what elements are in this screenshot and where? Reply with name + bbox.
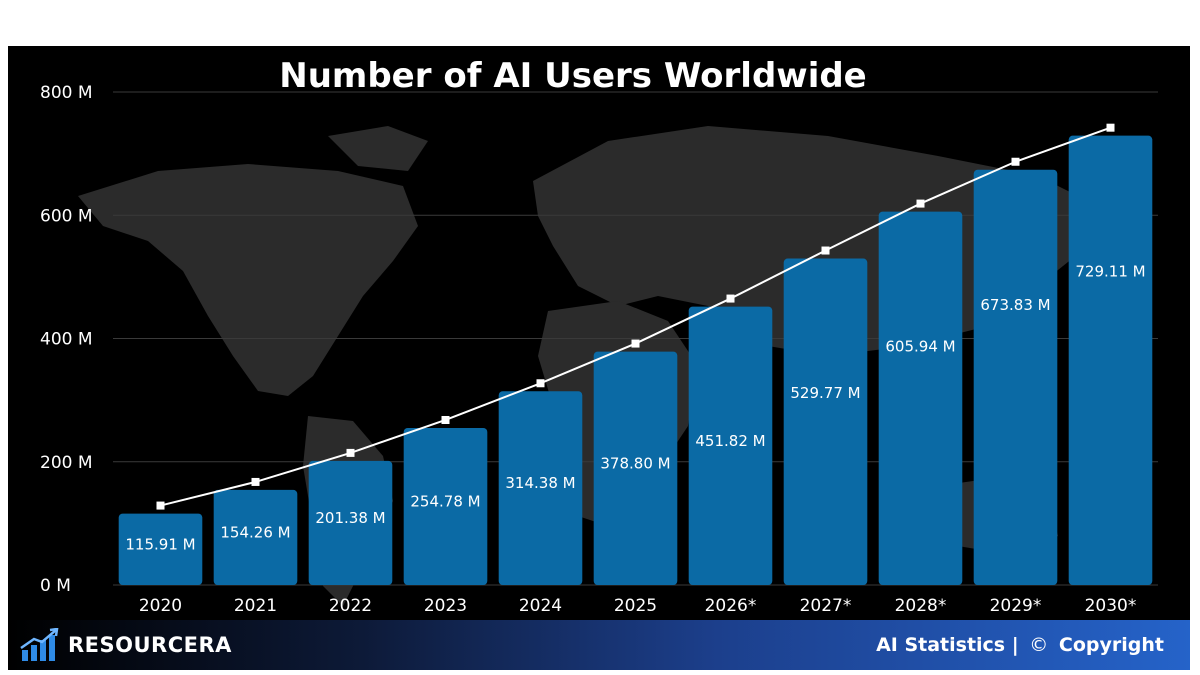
bar bbox=[213, 489, 298, 585]
trend-marker bbox=[441, 415, 450, 424]
trend-marker bbox=[916, 199, 925, 208]
x-tick-label: 2023 bbox=[424, 596, 467, 616]
bar bbox=[1068, 135, 1153, 585]
trend-marker bbox=[251, 477, 260, 486]
bar-value-label: 154.26 M bbox=[220, 523, 290, 541]
y-tick-label: 0 M bbox=[40, 576, 71, 596]
trend-marker bbox=[536, 379, 545, 388]
x-tick-label: 2020 bbox=[139, 596, 182, 616]
y-tick-label: 800 M bbox=[40, 83, 93, 103]
x-tick-label: 2029* bbox=[990, 596, 1042, 616]
bar bbox=[783, 258, 868, 585]
bar-value-label: 605.94 M bbox=[885, 338, 955, 356]
bar-value-label: 451.82 M bbox=[695, 432, 765, 450]
footer-stat-label: AI Statistics | bbox=[876, 634, 1019, 656]
bar-value-label: 729.11 M bbox=[1075, 263, 1145, 281]
x-tick-label: 2027* bbox=[800, 596, 852, 616]
chart-card: 0 M 200 M 400 M 600 M 800 M 115.91 M 154.26 M… bbox=[8, 46, 1190, 670]
footer-copyright-label: Copyright bbox=[1058, 634, 1164, 656]
bar-value-label: 529.77 M bbox=[790, 384, 860, 402]
copyright-icon: © bbox=[1029, 634, 1049, 656]
bar-chart-growth-icon bbox=[20, 628, 59, 661]
x-tick-label: 2026* bbox=[705, 596, 757, 616]
x-tick-label: 2030* bbox=[1085, 596, 1137, 616]
bar bbox=[973, 169, 1058, 585]
bar-value-label: 378.80 M bbox=[600, 454, 670, 472]
bar bbox=[878, 211, 963, 585]
bars: 115.91 M 154.26 M 201.38 M 254.78 M 314.38 M… bbox=[118, 135, 1153, 585]
y-tick-label: 200 M bbox=[40, 453, 93, 473]
bar bbox=[118, 513, 203, 585]
bar bbox=[308, 460, 393, 585]
bar bbox=[593, 351, 678, 585]
bar bbox=[688, 306, 773, 585]
chart-title: Number of AI Users Worldwide bbox=[279, 56, 867, 96]
bar-value-label: 314.38 M bbox=[505, 474, 575, 492]
y-axis-ticks: 0 M 200 M 400 M 600 M 800 M bbox=[40, 83, 93, 596]
trend-marker bbox=[631, 339, 640, 348]
trend-marker bbox=[821, 246, 830, 255]
bar-value-label: 115.91 M bbox=[125, 535, 195, 553]
x-tick-label: 2028* bbox=[895, 596, 947, 616]
bar bbox=[498, 391, 583, 585]
trend-line bbox=[156, 123, 1115, 510]
x-tick-label: 2024 bbox=[519, 596, 562, 616]
trend-marker bbox=[1106, 123, 1115, 132]
x-tick-label: 2025 bbox=[614, 596, 657, 616]
footer-credit: AI Statistics | © Copyright bbox=[876, 634, 1164, 656]
bar-value-label: 673.83 M bbox=[980, 296, 1050, 314]
trend-marker bbox=[346, 448, 355, 457]
bar-value-label: 254.78 M bbox=[410, 492, 480, 510]
bar-chart: 0 M 200 M 400 M 600 M 800 M 115.91 M 154.26 M… bbox=[40, 83, 1158, 616]
bar-value-label: 201.38 M bbox=[315, 509, 385, 527]
x-tick-label: 2021 bbox=[234, 596, 277, 616]
footer-bar: RESOURCERA AI Statistics | © Copyright bbox=[8, 620, 1190, 670]
trend-marker bbox=[1011, 157, 1020, 166]
y-tick-label: 400 M bbox=[40, 330, 93, 350]
bar bbox=[403, 427, 488, 585]
trend-marker bbox=[726, 294, 735, 303]
x-tick-label: 2022 bbox=[329, 596, 372, 616]
brand-name: RESOURCERA bbox=[68, 633, 232, 657]
x-axis-labels: 2020 2021 2022 2023 2024 2025 2026* 2027* 2028* 2… bbox=[139, 596, 1137, 616]
y-tick-label: 600 M bbox=[40, 206, 93, 226]
trend-marker bbox=[156, 501, 165, 510]
